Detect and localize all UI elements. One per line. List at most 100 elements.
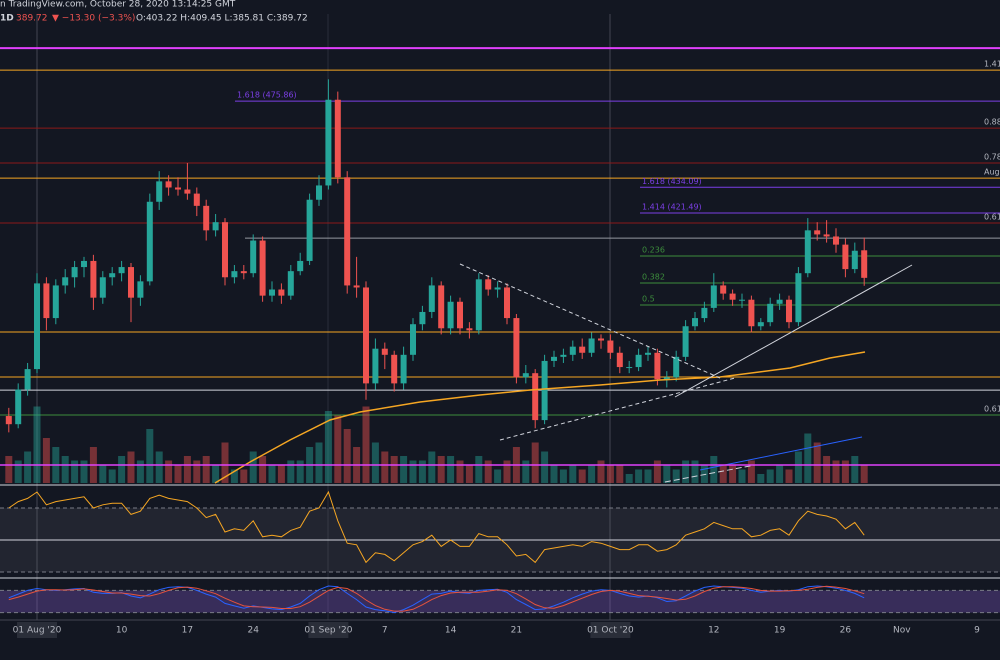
level-label: 1.41 [984, 60, 1000, 69]
volume-bar [757, 474, 765, 483]
candle-body [654, 352, 661, 380]
candle-body [541, 360, 548, 421]
x-tick-label: 01 Sep '20 [304, 626, 352, 636]
candle-body [861, 250, 868, 278]
moving-average [214, 351, 866, 484]
volume-bar [578, 469, 586, 483]
candle-body [804, 230, 811, 274]
volume-bar [400, 456, 408, 483]
volume-bar [625, 474, 633, 483]
level-label: 0.61 [984, 212, 1000, 221]
volume-bar [503, 460, 511, 483]
header-price: 389.72 [16, 14, 48, 24]
x-tick-label: 24 [247, 626, 259, 636]
candle-body [447, 301, 454, 329]
volume-bar [174, 465, 182, 483]
candle-body [175, 187, 181, 190]
candle-body [532, 373, 539, 421]
x-tick-label: 10 [116, 626, 128, 636]
volume-bar [804, 433, 812, 483]
volume-bar [475, 456, 483, 483]
volume-bar [484, 460, 492, 483]
volume-bar [653, 460, 661, 483]
candle-body [193, 193, 200, 206]
trendline [459, 263, 721, 379]
candle-body [90, 260, 97, 298]
volume-bar [541, 451, 549, 483]
volume-bar [729, 465, 737, 483]
date-highlight [590, 622, 631, 638]
volume-bar [287, 460, 295, 483]
candle-body [466, 328, 473, 331]
candle-body [682, 326, 689, 357]
volume-bar [719, 465, 727, 483]
volume-bar [794, 451, 802, 483]
candle-body [156, 181, 163, 202]
volume-bar [409, 460, 417, 483]
header-ohlc: O:403.22 H:409.45 L:385.81 C:389.72 [136, 14, 308, 24]
level-label: 0.61 [984, 405, 1000, 414]
candle-body [551, 356, 557, 361]
volume-bar [700, 465, 708, 483]
candle-body [748, 299, 755, 327]
candle-body [99, 277, 106, 298]
volume-bar [127, 451, 135, 483]
candle-body [344, 177, 351, 286]
candle-body [757, 322, 764, 327]
volume-bar [738, 469, 746, 483]
candle-body [522, 373, 529, 378]
volume-bar [136, 460, 144, 483]
volume-bar [606, 465, 614, 483]
candle-body [673, 356, 680, 378]
candle-body [334, 99, 341, 178]
volume-bar [588, 465, 596, 483]
candle-body [438, 285, 445, 329]
candle-body [269, 289, 275, 296]
candle-body [5, 416, 12, 425]
volume-bar [813, 442, 821, 483]
candle-body [118, 267, 125, 274]
volume-trendline [664, 464, 756, 483]
drawings [0, 263, 1000, 484]
volume-bar [230, 469, 238, 483]
candle-body [287, 271, 294, 296]
candle-body [598, 338, 604, 341]
volume-bar [183, 456, 191, 483]
volume-bar [343, 429, 351, 483]
candle-body [607, 340, 614, 353]
candle-body [663, 377, 670, 380]
volume-bar [202, 456, 210, 483]
volume-bar [334, 415, 342, 483]
volume-bar [569, 465, 577, 483]
candle-body [776, 299, 783, 304]
level-label: Aug 2 [984, 168, 1000, 177]
level-label: 0.5 [642, 295, 655, 304]
volume-bar [597, 460, 605, 483]
marks: 1.41 1.618 (475.86) 0.88 0.78 Aug 2 1.618 (43… [0, 47, 1000, 638]
candle-body [739, 299, 745, 301]
volume-bar [259, 456, 267, 483]
trendline [499, 377, 736, 441]
candle-body [400, 354, 407, 384]
x-tick-label: 14 [445, 626, 457, 636]
candle-body [231, 271, 238, 278]
volume-bar [428, 451, 436, 483]
level-label: 0.78 [984, 153, 1000, 162]
candle-body [833, 236, 839, 245]
candle-body [588, 338, 595, 353]
candle-body [391, 354, 398, 384]
volume-bar [559, 469, 567, 483]
candle-body [823, 234, 830, 237]
candle-body [109, 273, 116, 278]
volume-bar [465, 465, 473, 483]
volume-bar [42, 438, 50, 483]
candle-body [579, 346, 586, 353]
candle-body [701, 307, 708, 319]
header-source: n TradingView.com, October 28, 2020 13:1… [0, 0, 236, 10]
candle-body [325, 99, 332, 186]
candle-body [52, 285, 59, 319]
candle-body [297, 260, 304, 272]
volume-bar [61, 456, 69, 483]
volume-bar [531, 442, 539, 483]
